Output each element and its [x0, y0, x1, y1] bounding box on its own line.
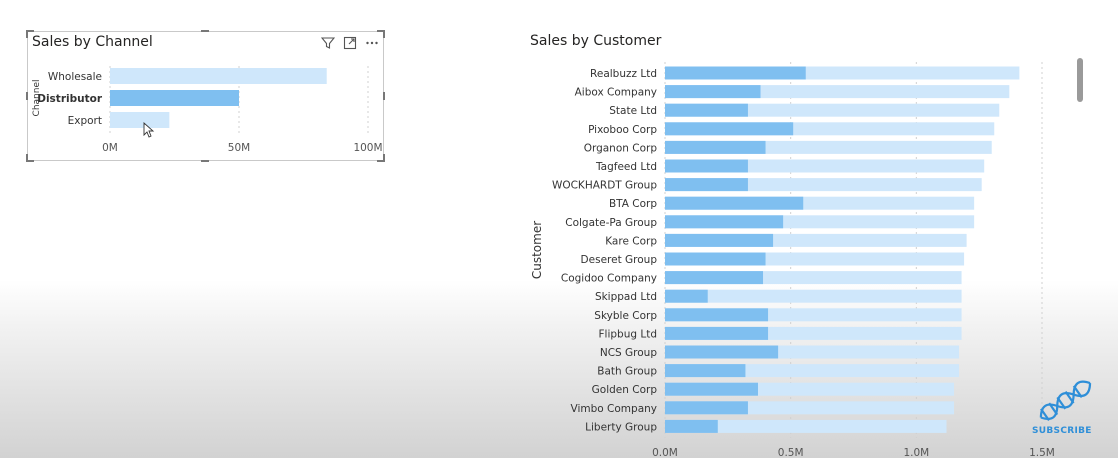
focus-mode-icon[interactable] — [343, 35, 357, 50]
sales-by-channel-visual[interactable]: Sales by Channel Channel 0M 50M 100M Wholesal… — [26, 30, 385, 162]
category-label: Vimbo Company — [571, 403, 657, 415]
more-options-icon[interactable] — [365, 35, 379, 49]
chart-title: Sales by Customer — [530, 33, 662, 49]
category-label: Colgate-Pa Group — [565, 217, 657, 229]
category-label: Tagfeed Ltd — [595, 161, 657, 173]
x-tick-label: 0M — [102, 142, 118, 154]
x-tick-label: 0.0M — [652, 447, 678, 458]
resize-handle-left[interactable] — [26, 92, 30, 100]
scrollbar-thumb[interactable] — [1077, 58, 1083, 102]
resize-handle-bottom[interactable] — [201, 158, 209, 162]
customer-bar-chart: Sales by Customer Customer 0.0M 0.5M 1.0M 1.5… — [530, 33, 1055, 458]
y-axis-label: Channel — [32, 80, 42, 117]
category-label: Realbuzz Ltd — [590, 68, 657, 80]
filter-icon[interactable] — [320, 35, 336, 49]
category-label: WOCKHARDT Group — [552, 180, 657, 192]
bar-wholesale — [110, 68, 327, 84]
bar-highlight — [665, 196, 804, 210]
bar-total — [665, 419, 947, 433]
x-tick-label: 1.0M — [903, 447, 929, 458]
bar-highlight — [665, 271, 764, 285]
bar-distributor — [110, 90, 239, 106]
category-label: Aibox Company — [575, 87, 657, 99]
y-axis-label: Customer — [530, 221, 544, 279]
bar-highlight — [665, 233, 774, 247]
bar-highlight — [665, 382, 758, 396]
bar-highlight — [665, 122, 794, 136]
resize-handle-right[interactable] — [381, 92, 385, 100]
x-tick-label: 0.5M — [778, 447, 804, 458]
resize-handle-top-right[interactable] — [377, 30, 385, 38]
bar-highlight — [665, 326, 769, 340]
category-label: BTA Corp — [609, 198, 657, 210]
chart-title: Sales by Channel — [32, 34, 153, 50]
category-label: Kare Corp — [605, 235, 657, 247]
category-label: Distributor — [37, 93, 103, 105]
resize-handle-bottom-left[interactable] — [26, 154, 34, 162]
x-tick-label: 1.5M — [1029, 447, 1055, 458]
category-label: Skippad Ltd — [595, 291, 657, 303]
category-label: Flipbug Ltd — [599, 328, 658, 340]
category-label: State Ltd — [609, 105, 657, 117]
dna-logo-icon — [1039, 380, 1092, 421]
category-label: Deseret Group — [581, 254, 658, 266]
category-label: Pixoboo Corp — [588, 124, 657, 136]
bar-total — [665, 103, 1000, 117]
x-tick-label: 50M — [228, 142, 250, 154]
sales-by-customer-visual[interactable]: Sales by Customer Customer 0.0M 0.5M 1.0M 1.5… — [522, 28, 1092, 458]
category-label: Wholesale — [48, 71, 102, 83]
channel-bar-chart: Sales by Channel Channel 0M 50M 100M Wholesal… — [32, 34, 383, 154]
bar-highlight — [665, 345, 779, 359]
category-label: Golden Corp — [592, 384, 658, 396]
bar-highlight — [665, 66, 806, 80]
subscribe-label: SUBSCRIBE — [1032, 426, 1092, 436]
bar-export — [110, 112, 170, 128]
bar-highlight — [665, 419, 718, 433]
bar-highlight — [665, 103, 748, 117]
bar-highlight — [665, 364, 746, 378]
category-label: Liberty Group — [585, 421, 657, 433]
bar-total — [665, 289, 962, 303]
mouse-cursor-icon — [143, 121, 155, 138]
bar-highlight — [665, 401, 748, 415]
resize-handle-bottom-right[interactable] — [377, 154, 385, 162]
bar-highlight — [665, 140, 766, 154]
x-tick-label: 100M — [353, 142, 382, 154]
category-label: Export — [68, 115, 102, 127]
bar-highlight — [665, 85, 761, 99]
category-label: Organon Corp — [584, 142, 658, 154]
subscribe-logo[interactable]: SUBSCRIBE — [1030, 378, 1096, 440]
resize-handle-top[interactable] — [201, 30, 209, 34]
category-label: Cogidoo Company — [561, 273, 657, 285]
bar-highlight — [665, 178, 748, 192]
bar-highlight — [665, 215, 784, 229]
customer-scrollbar[interactable] — [1077, 58, 1083, 428]
bar-highlight — [665, 308, 769, 322]
bar-highlight — [665, 252, 766, 266]
category-label: NCS Group — [600, 347, 657, 359]
visual-header-icons — [320, 35, 379, 50]
category-label: Bath Group — [597, 366, 657, 378]
resize-handle-top-left[interactable] — [26, 30, 34, 38]
category-label: Skyble Corp — [594, 310, 657, 322]
bar-highlight — [665, 289, 708, 303]
bar-highlight — [665, 159, 748, 173]
